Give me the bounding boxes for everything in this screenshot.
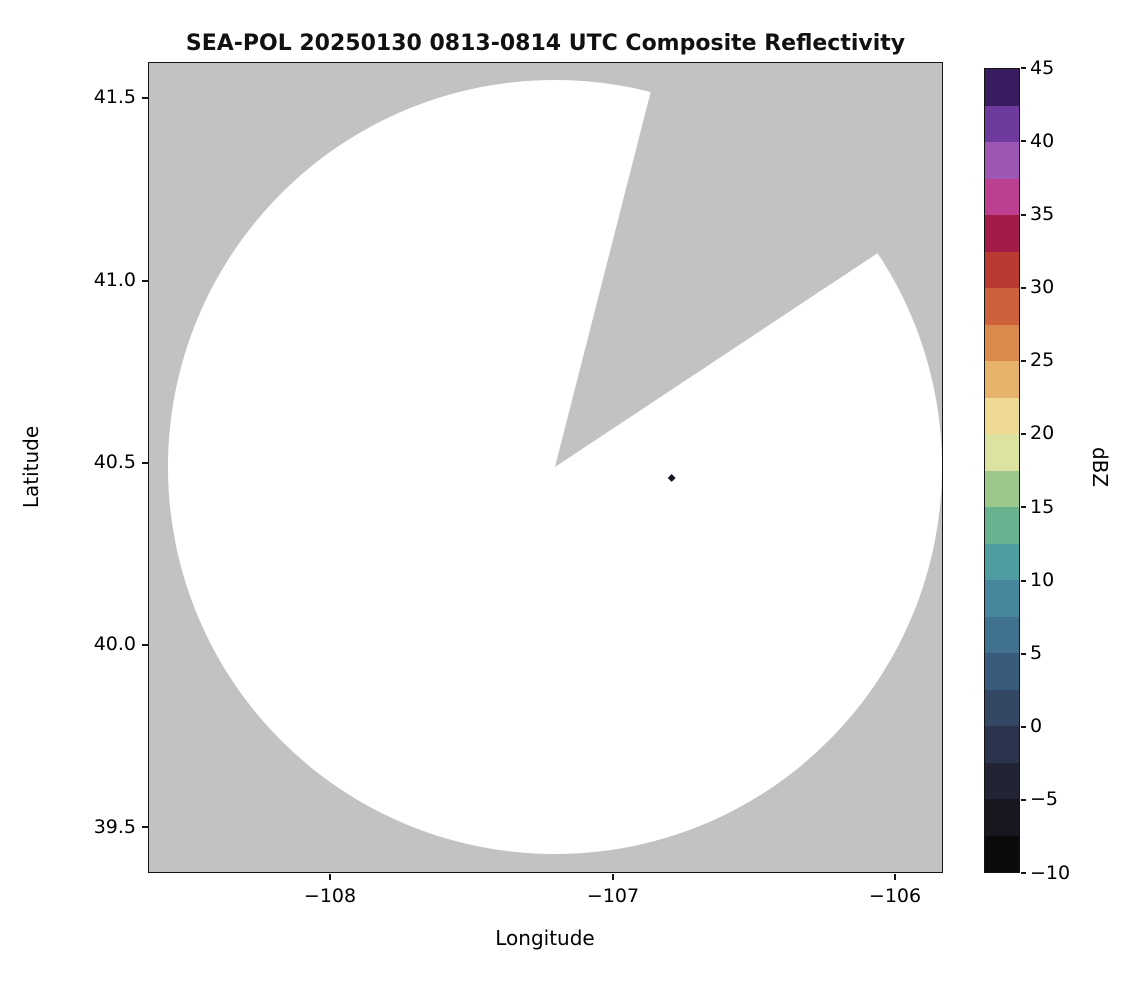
colorbar-tick-mark xyxy=(1021,506,1026,508)
colorbar-band xyxy=(985,434,1019,471)
colorbar-tick-label: 30 xyxy=(1030,276,1055,298)
chart-title: SEA-POL 20250130 0813-0814 UTC Composite… xyxy=(185,31,906,56)
x-tick-mark xyxy=(894,874,896,880)
colorbar-band xyxy=(985,835,1019,872)
colorbar-tick-label: 35 xyxy=(1030,203,1055,225)
colorbar-tick-label: 25 xyxy=(1030,349,1055,371)
y-tick-label: 41.0 xyxy=(93,269,136,291)
colorbar-band xyxy=(985,251,1019,288)
colorbar-band xyxy=(985,288,1019,325)
y-tick-mark xyxy=(142,97,148,99)
y-tick-mark xyxy=(142,280,148,282)
y-tick-mark xyxy=(142,644,148,646)
y-tick-label: 40.5 xyxy=(93,451,136,473)
colorbar-tick-label: −10 xyxy=(1030,862,1071,884)
colorbar-band xyxy=(985,507,1019,544)
colorbar-tick-label: 10 xyxy=(1030,569,1055,591)
blocked-sector xyxy=(554,63,942,468)
colorbar-band xyxy=(985,470,1019,507)
colorbar-band xyxy=(985,762,1019,799)
colorbar-tick-label: 45 xyxy=(1030,57,1055,79)
y-tick-label: 40.0 xyxy=(93,633,136,655)
colorbar-tick-label: 40 xyxy=(1030,130,1055,152)
colorbar-band xyxy=(985,543,1019,580)
colorbar-tick-mark xyxy=(1021,726,1026,728)
colorbar-band xyxy=(985,799,1019,836)
colorbar-tick-mark xyxy=(1021,580,1026,582)
x-tick-mark xyxy=(329,874,331,880)
colorbar-band xyxy=(985,69,1019,106)
colorbar-band xyxy=(985,105,1019,142)
colorbar-band xyxy=(985,689,1019,726)
colorbar-axis-label: dBZ xyxy=(1088,446,1112,488)
colorbar-tick-mark xyxy=(1021,653,1026,655)
colorbar-tick-mark xyxy=(1021,214,1026,216)
x-axis-label: Longitude xyxy=(495,926,595,950)
x-tick-label: −106 xyxy=(868,885,922,907)
colorbar-band xyxy=(985,324,1019,361)
colorbar-tick-mark xyxy=(1021,799,1026,801)
y-tick-mark xyxy=(142,462,148,464)
colorbar-band xyxy=(985,397,1019,434)
colorbar-band xyxy=(985,653,1019,690)
x-tick-mark xyxy=(612,874,614,880)
y-tick-mark xyxy=(142,826,148,828)
colorbar-tick-mark xyxy=(1021,872,1026,874)
colorbar-gradient xyxy=(984,68,1020,873)
colorbar-tick-mark xyxy=(1021,287,1026,289)
colorbar-tick-label: 15 xyxy=(1030,496,1055,518)
y-tick-label: 41.5 xyxy=(93,86,136,108)
colorbar-band xyxy=(985,726,1019,763)
radar-plot xyxy=(148,62,943,873)
colorbar-band xyxy=(985,142,1019,179)
colorbar-tick-label: 5 xyxy=(1030,642,1043,664)
colorbar-band xyxy=(985,178,1019,215)
colorbar-band xyxy=(985,616,1019,653)
colorbar-tick-label: 0 xyxy=(1030,715,1043,737)
colorbar-band xyxy=(985,580,1019,617)
colorbar-tick-mark xyxy=(1021,360,1026,362)
colorbar-tick-mark xyxy=(1021,433,1026,435)
y-tick-label: 39.5 xyxy=(93,816,136,838)
colorbar-tick-mark xyxy=(1021,67,1026,69)
colorbar-tick-label: −5 xyxy=(1030,788,1059,810)
echo-point xyxy=(667,474,676,482)
colorbar-band xyxy=(985,361,1019,398)
radar-canvas xyxy=(167,63,942,855)
colorbar-tick-mark xyxy=(1021,140,1026,142)
colorbar-tick-label: 20 xyxy=(1030,422,1055,444)
x-tick-label: −107 xyxy=(586,885,640,907)
x-tick-label: −108 xyxy=(303,885,357,907)
colorbar-band xyxy=(985,215,1019,252)
y-axis-label: Latitude xyxy=(19,425,43,509)
